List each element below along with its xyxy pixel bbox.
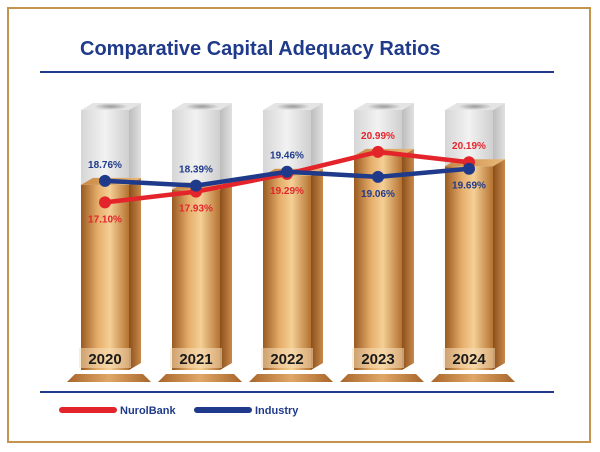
lines-layer	[99, 145, 475, 209]
bar-empty-front	[172, 110, 220, 190]
bar-empty-side	[493, 103, 505, 167]
bar-fill-front	[81, 184, 129, 370]
x-tick-label: 2023	[361, 351, 394, 368]
bar-base	[340, 374, 424, 382]
data-point	[463, 162, 475, 175]
bar-empty-top-shade	[95, 103, 127, 110]
data-label: 19.29%	[270, 186, 304, 197]
data-label: 18.76%	[88, 160, 122, 171]
bars-layer	[67, 103, 515, 382]
data-label: 17.93%	[179, 204, 213, 215]
bar-fill-side	[311, 168, 323, 370]
bar-empty-side	[402, 103, 414, 156]
data-label: 18.39%	[179, 165, 213, 176]
bar-base	[431, 374, 515, 382]
x-tick-label: 2020	[88, 351, 121, 368]
data-point	[190, 179, 202, 192]
data-label: 19.06%	[361, 189, 395, 200]
data-point	[99, 196, 111, 209]
bar-empty-top-shade	[368, 103, 400, 110]
year-plate	[79, 348, 131, 368]
x-tick-label: 2021	[179, 351, 212, 368]
bar-fill-side	[402, 148, 414, 370]
x-tick-label: 2022	[270, 351, 303, 368]
bar-fill-front	[263, 175, 311, 370]
bar-base	[67, 374, 151, 382]
labels-layer: 2020 2021 2022 2023 2024 17.10% 17.93% 19.29% 20…	[88, 131, 486, 368]
bar-empty-side	[311, 103, 323, 176]
bar-base	[249, 374, 333, 382]
bar-fill-front	[172, 189, 220, 370]
year-plate	[261, 348, 313, 368]
legend: NurolBank Industry	[59, 405, 299, 417]
year-plate	[170, 348, 222, 368]
bar-base	[158, 374, 242, 382]
data-point	[372, 145, 384, 158]
data-point	[99, 174, 111, 187]
bar-fill-front	[354, 155, 402, 370]
bar-fill-side	[129, 177, 141, 370]
bar-empty-top-shade	[459, 103, 491, 110]
data-point	[281, 165, 293, 178]
data-label: 19.46%	[270, 151, 304, 162]
bar-fill-side	[493, 159, 505, 370]
data-label: 20.19%	[452, 141, 486, 152]
bar-empty-side	[220, 103, 232, 190]
chart-title: Comparative Capital Adequacy Ratios	[80, 38, 440, 60]
bar-empty-side	[129, 103, 141, 185]
bar-empty-top-shade	[186, 103, 218, 110]
bar-empty-front	[81, 110, 129, 185]
bar-empty-front	[263, 110, 311, 176]
bar-fill-side	[220, 182, 232, 370]
bar-empty-top-shade	[277, 103, 309, 110]
data-label: 17.10%	[88, 214, 122, 225]
legend-label: Industry	[255, 405, 299, 417]
data-point	[372, 170, 384, 183]
data-label: 20.99%	[361, 131, 395, 142]
bar-fill-front	[445, 166, 493, 370]
legend-label: NurolBank	[120, 405, 177, 417]
year-plate	[352, 348, 404, 368]
data-label: 19.69%	[452, 181, 486, 192]
x-tick-label: 2024	[452, 351, 486, 368]
year-plate	[443, 348, 495, 368]
